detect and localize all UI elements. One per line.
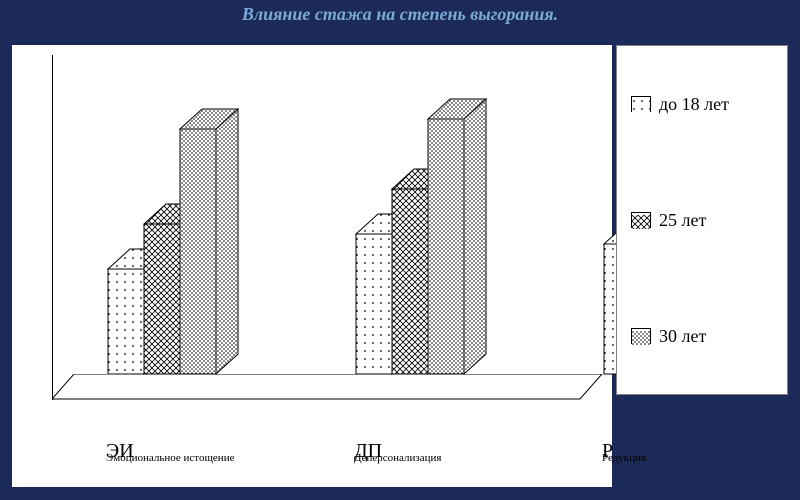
legend-label-3: 30 лет (659, 326, 706, 347)
legend-entry-3: 30 лет (617, 278, 787, 394)
legend-entry-1: до 18 лет (617, 46, 787, 162)
bar (179, 108, 239, 375)
chart-panel: Эмоциональное истощениеЭИДеперсонализаци… (12, 45, 612, 487)
y-axis (52, 55, 75, 400)
category-code: ЭИ (106, 440, 134, 463)
legend-swatch-1 (631, 96, 651, 112)
category-code: Р (602, 440, 613, 463)
legend: до 18 лет 25 лет 30 лет (616, 45, 788, 395)
slide-title: Влияние стажа на степень выгорания. (0, 4, 800, 25)
legend-swatch-2 (631, 212, 651, 228)
legend-label-1: до 18 лет (659, 94, 729, 115)
legend-label-2: 25 лет (659, 210, 706, 231)
bar (427, 98, 487, 375)
chart-floor (52, 374, 612, 404)
legend-swatch-3 (631, 328, 651, 344)
plot-area (52, 55, 602, 400)
category-code: ДП (354, 440, 382, 463)
slide: Влияние стажа на степень выгорания. (0, 0, 800, 500)
legend-entry-2: 25 лет (617, 162, 787, 278)
